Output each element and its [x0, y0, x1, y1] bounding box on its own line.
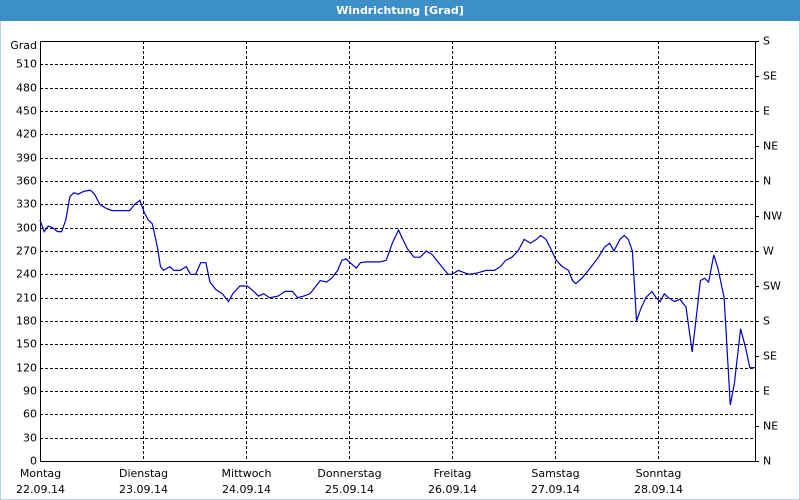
plot-frame: [40, 41, 756, 462]
y2-tick-label: S: [763, 35, 770, 48]
y-tick-label: 0: [30, 455, 37, 468]
x-tick-date: 23.09.14: [119, 483, 168, 496]
y-tick-label: 210: [16, 292, 37, 305]
title-bar: [0, 0, 800, 21]
y-tick-label: 300: [16, 222, 37, 235]
x-tick-label: Sonntag: [636, 467, 682, 480]
y-tick-label: 420: [16, 128, 37, 141]
y2-tick-label: NE: [763, 140, 778, 153]
x-tick-label: Samstag: [531, 467, 579, 480]
x-tick-label: Donnerstag: [317, 467, 381, 480]
y2-tick-label: NE: [763, 420, 778, 433]
y2-tick-label: N: [763, 175, 771, 188]
y-tick-label: 270: [16, 245, 37, 258]
y2-tick-label: S: [763, 315, 770, 328]
y2-tick-label: SE: [763, 70, 777, 83]
x-tick-date: 27.09.14: [531, 483, 580, 496]
y-tick-label: 330: [16, 198, 37, 211]
y-tick-label: 180: [16, 315, 37, 328]
y2-tick-label: SE: [763, 350, 777, 363]
x-tick-date: 26.09.14: [428, 483, 477, 496]
y2-tick-label: SW: [763, 280, 781, 293]
y-tick-label: 150: [16, 338, 37, 351]
y2-tick-label: N: [763, 455, 771, 468]
x-tick-date: 22.09.14: [16, 483, 65, 496]
y-axis-label: Grad: [10, 39, 37, 52]
x-tick-date: 25.09.14: [325, 483, 374, 496]
x-tick-label: Dienstag: [119, 467, 168, 480]
y2-tick-label: E: [763, 385, 770, 398]
y-tick-label: 120: [16, 362, 37, 375]
data-line: [39, 189, 755, 406]
y-tick-label: 90: [23, 385, 37, 398]
y-tick-label: 390: [16, 152, 37, 165]
x-tick-label: Mittwoch: [222, 467, 272, 480]
x-tick-date: 24.09.14: [222, 483, 271, 496]
y-tick-label: 480: [16, 82, 37, 95]
window-title: Windrichtung [Grad]: [336, 4, 464, 17]
y-tick-label: 240: [16, 268, 37, 281]
y2-tick-label: E: [763, 105, 770, 118]
y-tick-label: 450: [16, 105, 37, 118]
y-tick-label: 30: [23, 432, 37, 445]
x-tick-label: Freitag: [434, 467, 472, 480]
y2-tick-label: NW: [763, 210, 782, 223]
y2-tick-label: W: [763, 245, 774, 258]
x-tick-date: 28.09.14: [634, 483, 683, 496]
y-tick-label: 510: [16, 58, 37, 71]
y-tick-label: 60: [23, 408, 37, 421]
x-tick-label: Montag: [20, 467, 61, 480]
y-tick-label: 360: [16, 175, 37, 188]
